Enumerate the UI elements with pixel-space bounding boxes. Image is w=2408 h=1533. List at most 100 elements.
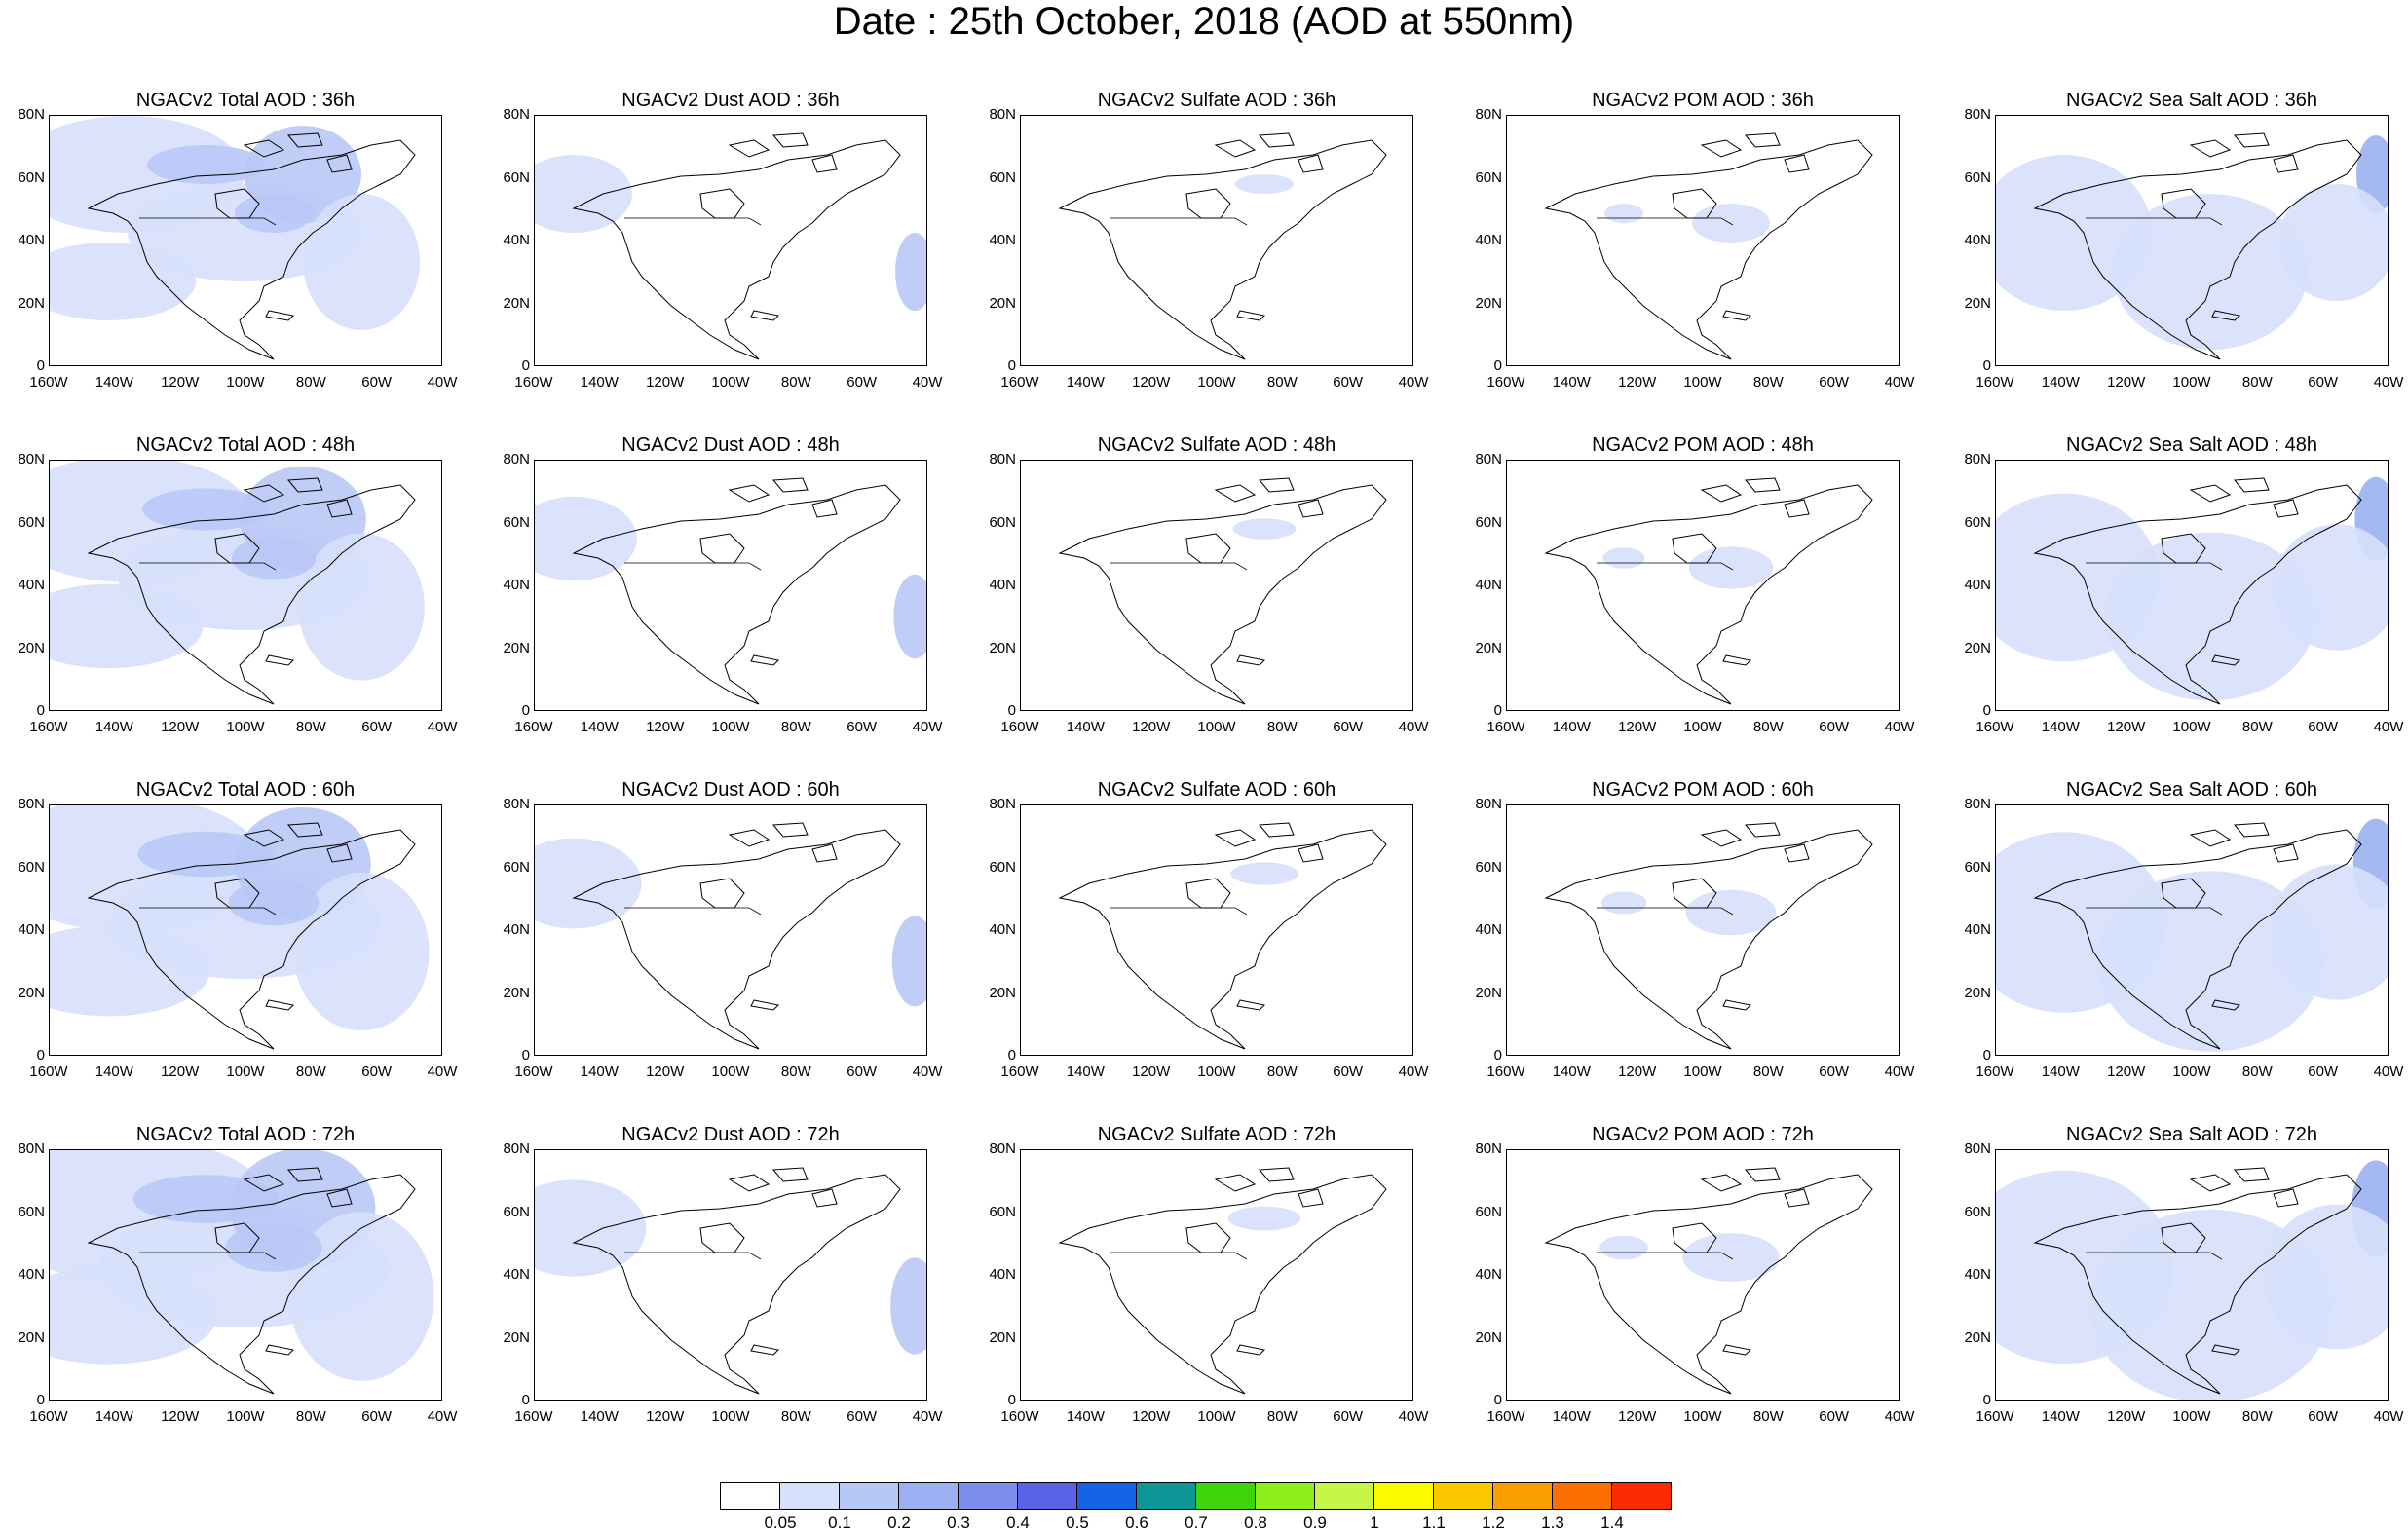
lon-tick-label: 40W [1884,1408,1915,1425]
lon-tick-label: 80W [295,719,326,735]
aod-shading [50,925,210,1017]
lat-tick-label: 80N [18,796,45,812]
lat-tick-label: 20N [1964,639,1991,656]
aod-map [50,116,420,360]
lat-tick-label: 60N [503,513,530,531]
lat-tick-label: 20N [503,1328,530,1346]
lon-tick-label: 100W [226,1064,265,1080]
lon-tick-label: 100W [2172,374,2211,391]
aod-shading [142,488,269,531]
lat-tick-label: 80N [1475,796,1502,812]
lon-tick-label: 60W [1819,1408,1850,1425]
aod-shading [1996,155,2152,311]
aod-shading [137,831,274,878]
lon-tick-label: 60W [847,1064,878,1080]
coastline [87,1174,416,1395]
coastline [87,139,416,360]
lon-tick-label: 140W [1066,374,1105,391]
lat-tick-label: 20N [18,294,45,312]
country-border [2086,1252,2223,1260]
map-panel [534,115,927,366]
lat-tick-label: 0 [1493,357,1502,374]
aod-shading [1682,1233,1780,1282]
aod-map [1544,1167,1873,1395]
coastline [243,132,353,321]
lat-tick-label: 20N [503,639,530,656]
lon-tick-label: 80W [2241,719,2273,735]
lon-tick-label: 160W [1000,1064,1039,1080]
panel-title: NGACv2 POM AOD : 72h [1592,1124,1814,1145]
lon-tick-label: 40W [912,1064,943,1080]
lat-tick-label: 60N [503,858,530,876]
lat-tick-label: 0 [1982,357,1991,374]
lat-tick-label: 20N [18,984,45,1001]
panel-title: NGACv2 POM AOD : 48h [1592,434,1814,456]
aod-shading [132,1175,279,1223]
lat-tick-label: 60N [989,1203,1016,1220]
map-panel [1020,1149,1413,1401]
lat-tick-label: 60N [1475,168,1502,186]
aod-map [1058,822,1387,1050]
coastline [1700,822,1810,1011]
coastline [1214,1167,1324,1356]
lat-tick-label: 60N [1475,858,1502,876]
coastline [2033,484,2362,705]
lon-tick-label: 160W [29,1064,68,1080]
coastline [728,132,838,321]
lat-tick-label: 40N [1475,577,1502,593]
lon-tick-label: 100W [711,1064,750,1080]
lat-tick-label: 80N [1964,1140,1991,1157]
coastline [699,188,745,219]
lat-tick-label: 60N [1964,513,1991,531]
coastline [1700,477,1810,666]
aod-shading [1604,204,1643,223]
lat-tick-label: 20N [989,984,1016,1001]
lat-tick-label: 20N [1475,1328,1502,1346]
coastline [1214,822,1324,1011]
aod-shading [225,1223,322,1272]
lat-tick-label: 60N [989,858,1016,876]
lon-tick-label: 80W [2241,1064,2273,1080]
lon-tick-label: 160W [29,719,68,735]
colorbar-swatch [1433,1482,1493,1510]
panel-title: NGACv2 Dust AOD : 60h [621,779,840,801]
lon-tick-label: 40W [2373,719,2404,735]
country-border [2086,217,2223,226]
lon-tick-label: 60W [2308,1408,2339,1425]
aod-shading [231,537,317,580]
lat-tick-label: 0 [1493,1047,1502,1064]
lat-tick-label: 0 [1007,357,1016,374]
lon-tick-label: 80W [780,374,811,391]
map-panel [1020,460,1413,711]
lon-tick-label: 160W [1975,719,2014,735]
lon-tick-label: 100W [711,1408,750,1425]
coastline [1058,484,1387,705]
lon-tick-label: 60W [1819,1064,1850,1080]
lon-tick-label: 160W [1975,1408,2014,1425]
lon-tick-label: 60W [1333,1064,1364,1080]
country-border [1597,1252,1734,1260]
lon-tick-label: 40W [912,1408,943,1425]
aod-shading [1685,889,1777,936]
lon-tick-label: 40W [1884,374,1915,391]
aod-shading [890,1257,926,1355]
lon-tick-label: 60W [847,374,878,391]
aod-shading [1602,547,1645,569]
aod-shading [895,233,926,311]
coastline [1214,477,1324,666]
lat-tick-label: 40N [1475,921,1502,938]
colorbar-swatch [839,1482,899,1510]
lat-tick-label: 80N [989,796,1016,812]
lat-tick-label: 40N [503,921,530,938]
lat-tick-label: 40N [989,577,1016,593]
colorbar-label: 1.2 [1482,1514,1505,1532]
aod-map [50,1150,434,1395]
colorbar-swatch [720,1482,780,1510]
lon-tick-label: 160W [1486,1408,1525,1425]
lon-tick-label: 120W [1132,374,1171,391]
lat-tick-label: 40N [989,921,1016,938]
lon-tick-label: 160W [514,1408,553,1425]
coastline [728,1167,838,1356]
lon-tick-label: 100W [1683,374,1722,391]
lon-tick-label: 80W [1266,1408,1298,1425]
